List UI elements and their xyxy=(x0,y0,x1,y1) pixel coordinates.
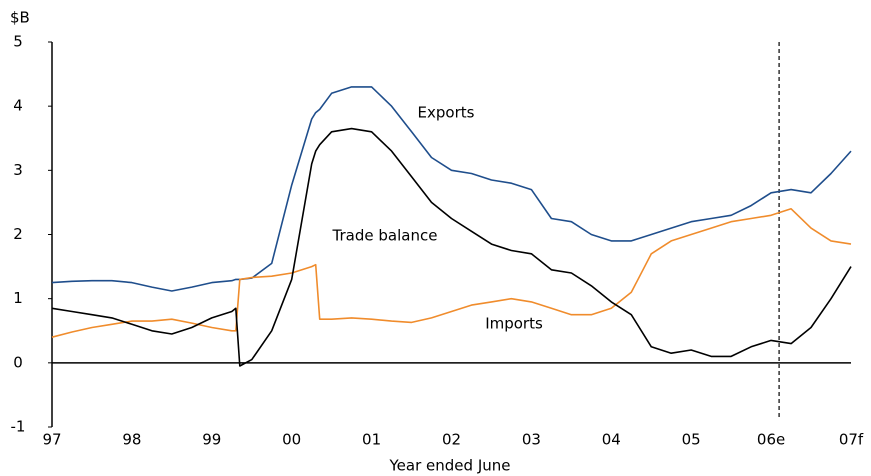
series-label: Imports xyxy=(485,315,543,333)
x-tick-label: 97 xyxy=(42,431,61,449)
y-tick-label: 4 xyxy=(13,97,23,115)
x-tick-label: 06e xyxy=(757,431,785,449)
x-tick-label: 99 xyxy=(202,431,221,449)
y-tick-label: 0 xyxy=(13,353,23,371)
y-tick-label: 2 xyxy=(13,225,23,243)
x-tick-label: 03 xyxy=(522,431,541,449)
series-line xyxy=(51,127,852,367)
x-tick-label: 02 xyxy=(442,431,461,449)
x-tick-label: 05 xyxy=(682,431,701,449)
series-label: Trade balance xyxy=(332,227,438,245)
series-label: Exports xyxy=(418,104,475,122)
series-line xyxy=(51,86,852,292)
y-tick-label: 5 xyxy=(13,33,23,51)
x-tick-label: 01 xyxy=(362,431,381,449)
x-tick-label: 07f xyxy=(839,431,864,449)
x-tick-label: 98 xyxy=(122,431,141,449)
series-line xyxy=(51,208,852,338)
y-unit: $B xyxy=(10,9,30,27)
x-axis-label: Year ended June xyxy=(389,457,511,475)
x-tick-label: 00 xyxy=(282,431,301,449)
y-tick-label: 3 xyxy=(13,161,23,179)
y-tick-label: 1 xyxy=(13,289,23,307)
y-tick-label: -1 xyxy=(11,418,26,436)
x-tick-label: 04 xyxy=(602,431,621,449)
